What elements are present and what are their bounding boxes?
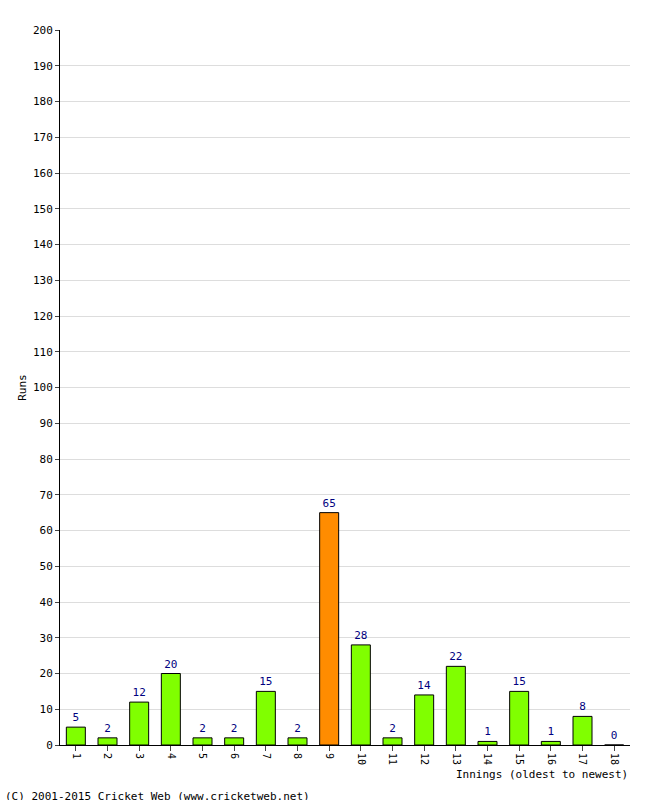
svg-text:80: 80 (40, 453, 53, 466)
svg-text:2: 2 (104, 722, 111, 735)
svg-text:18: 18 (609, 753, 620, 765)
svg-text:170: 170 (33, 131, 53, 144)
svg-text:2: 2 (231, 722, 238, 735)
svg-text:13: 13 (451, 753, 462, 765)
svg-text:1: 1 (548, 725, 555, 738)
svg-text:2: 2 (389, 722, 396, 735)
svg-text:14: 14 (482, 753, 493, 765)
svg-text:10: 10 (356, 753, 367, 765)
svg-text:190: 190 (33, 60, 53, 73)
svg-text:11: 11 (387, 753, 398, 765)
svg-text:16: 16 (546, 753, 557, 765)
svg-text:40: 40 (40, 596, 53, 609)
svg-text:160: 160 (33, 167, 53, 180)
svg-text:10: 10 (40, 703, 53, 716)
svg-text:100: 100 (33, 381, 53, 394)
svg-text:15: 15 (514, 753, 525, 765)
svg-text:50: 50 (40, 560, 53, 573)
svg-text:9: 9 (324, 753, 335, 759)
svg-text:65: 65 (323, 497, 336, 510)
svg-text:28: 28 (354, 629, 367, 642)
svg-text:1: 1 (484, 725, 491, 738)
svg-text:15: 15 (513, 675, 526, 688)
svg-text:3: 3 (134, 753, 145, 759)
svg-text:22: 22 (449, 650, 462, 663)
svg-text:20: 20 (40, 667, 53, 680)
svg-text:Innings (oldest to newest): Innings (oldest to newest) (456, 768, 628, 781)
svg-text:140: 140 (33, 238, 53, 251)
svg-text:130: 130 (33, 274, 53, 287)
svg-text:15: 15 (259, 675, 272, 688)
svg-text:14: 14 (417, 679, 431, 692)
svg-text:70: 70 (40, 489, 53, 502)
svg-text:2: 2 (199, 722, 206, 735)
svg-text:(C) 2001-2015 Cricket Web (www: (C) 2001-2015 Cricket Web (www.cricketwe… (5, 790, 310, 800)
svg-text:2: 2 (102, 753, 113, 759)
svg-text:0: 0 (611, 729, 618, 742)
svg-text:20: 20 (164, 658, 177, 671)
svg-text:60: 60 (40, 524, 53, 537)
svg-text:7: 7 (261, 753, 272, 759)
svg-text:200: 200 (33, 24, 53, 37)
svg-text:180: 180 (33, 95, 53, 108)
svg-text:8: 8 (292, 753, 303, 759)
svg-text:150: 150 (33, 203, 53, 216)
svg-text:90: 90 (40, 417, 53, 430)
svg-text:12: 12 (419, 753, 430, 765)
svg-text:17: 17 (577, 753, 588, 765)
svg-text:120: 120 (33, 310, 53, 323)
svg-text:4: 4 (166, 753, 177, 759)
svg-text:2: 2 (294, 722, 301, 735)
svg-text:12: 12 (133, 686, 146, 699)
svg-text:30: 30 (40, 632, 53, 645)
svg-text:1: 1 (71, 753, 82, 759)
svg-text:110: 110 (33, 346, 53, 359)
svg-text:5: 5 (73, 711, 80, 724)
svg-text:6: 6 (229, 753, 240, 759)
svg-text:0: 0 (46, 739, 53, 752)
svg-text:Runs: Runs (16, 374, 29, 401)
svg-text:8: 8 (579, 700, 586, 713)
svg-text:5: 5 (197, 753, 208, 759)
